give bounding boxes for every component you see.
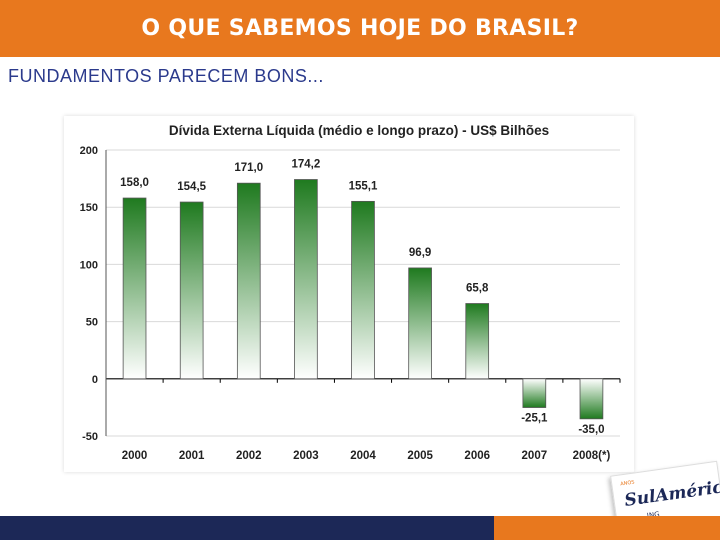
data-label: -35,0 bbox=[578, 424, 604, 436]
slide-title: O QUE SABEMOS HOJE DO BRASIL? bbox=[141, 16, 579, 41]
data-label: -25,1 bbox=[521, 413, 548, 425]
y-tick-label: -50 bbox=[82, 431, 98, 443]
bar bbox=[236, 182, 261, 380]
bar bbox=[351, 200, 375, 380]
logo-brand-text: SulAmérica bbox=[623, 475, 720, 511]
bar-chart: Dívida Externa Líquida (médio e longo pr… bbox=[80, 123, 621, 462]
x-tick-label: 2003 bbox=[293, 450, 319, 462]
slide-title-bar: O QUE SABEMOS HOJE DO BRASIL? bbox=[0, 0, 720, 57]
chart-frame: Dívida Externa Líquida (médio e longo pr… bbox=[64, 116, 634, 472]
bar bbox=[579, 378, 604, 420]
x-tick-label: 2004 bbox=[350, 450, 376, 462]
x-tick-label: 2001 bbox=[179, 450, 205, 462]
x-tick-label: 2007 bbox=[522, 450, 548, 462]
slide-subtitle: FUNDAMENTOS PARECEM BONS... bbox=[8, 66, 324, 86]
chart-title: Dívida Externa Líquida (médio e longo pr… bbox=[169, 123, 549, 138]
footer-bar-orange bbox=[494, 516, 720, 540]
logo-anniversary-text: ANOS bbox=[619, 479, 635, 488]
bar bbox=[522, 378, 547, 408]
data-label: 154,5 bbox=[177, 181, 206, 193]
data-label: 171,0 bbox=[234, 162, 263, 174]
data-label: 65,8 bbox=[466, 283, 489, 295]
bar bbox=[122, 197, 147, 380]
x-tick-label: 2005 bbox=[407, 450, 433, 462]
data-label: 158,0 bbox=[120, 177, 149, 189]
data-label: 96,9 bbox=[409, 247, 431, 259]
x-tick-label: 2008(*) bbox=[573, 450, 611, 462]
x-tick-label: 2002 bbox=[236, 450, 262, 462]
y-tick-label: 150 bbox=[80, 202, 98, 214]
footer-bar-blue bbox=[0, 516, 494, 540]
y-tick-label: 100 bbox=[80, 259, 98, 271]
bar bbox=[465, 303, 490, 380]
data-label: 174,2 bbox=[291, 159, 320, 171]
y-tick-label: 50 bbox=[86, 317, 98, 329]
bar bbox=[294, 179, 318, 380]
x-tick-label: 2006 bbox=[464, 450, 490, 462]
x-tick-label: 2000 bbox=[122, 450, 148, 462]
bar bbox=[408, 267, 432, 380]
y-tick-label: 200 bbox=[80, 145, 98, 157]
bar bbox=[179, 201, 204, 380]
data-label: 155,1 bbox=[349, 180, 378, 192]
y-tick-label: 0 bbox=[92, 374, 98, 386]
